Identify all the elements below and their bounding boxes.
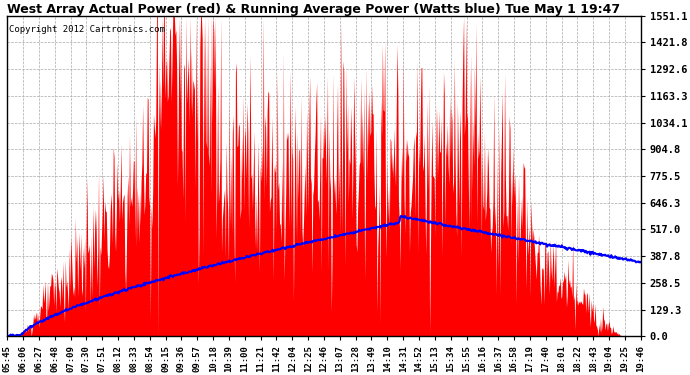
Text: West Array Actual Power (red) & Running Average Power (Watts blue) Tue May 1 19:: West Array Actual Power (red) & Running … — [8, 3, 620, 16]
Text: Copyright 2012 Cartronics.com: Copyright 2012 Cartronics.com — [8, 26, 164, 34]
